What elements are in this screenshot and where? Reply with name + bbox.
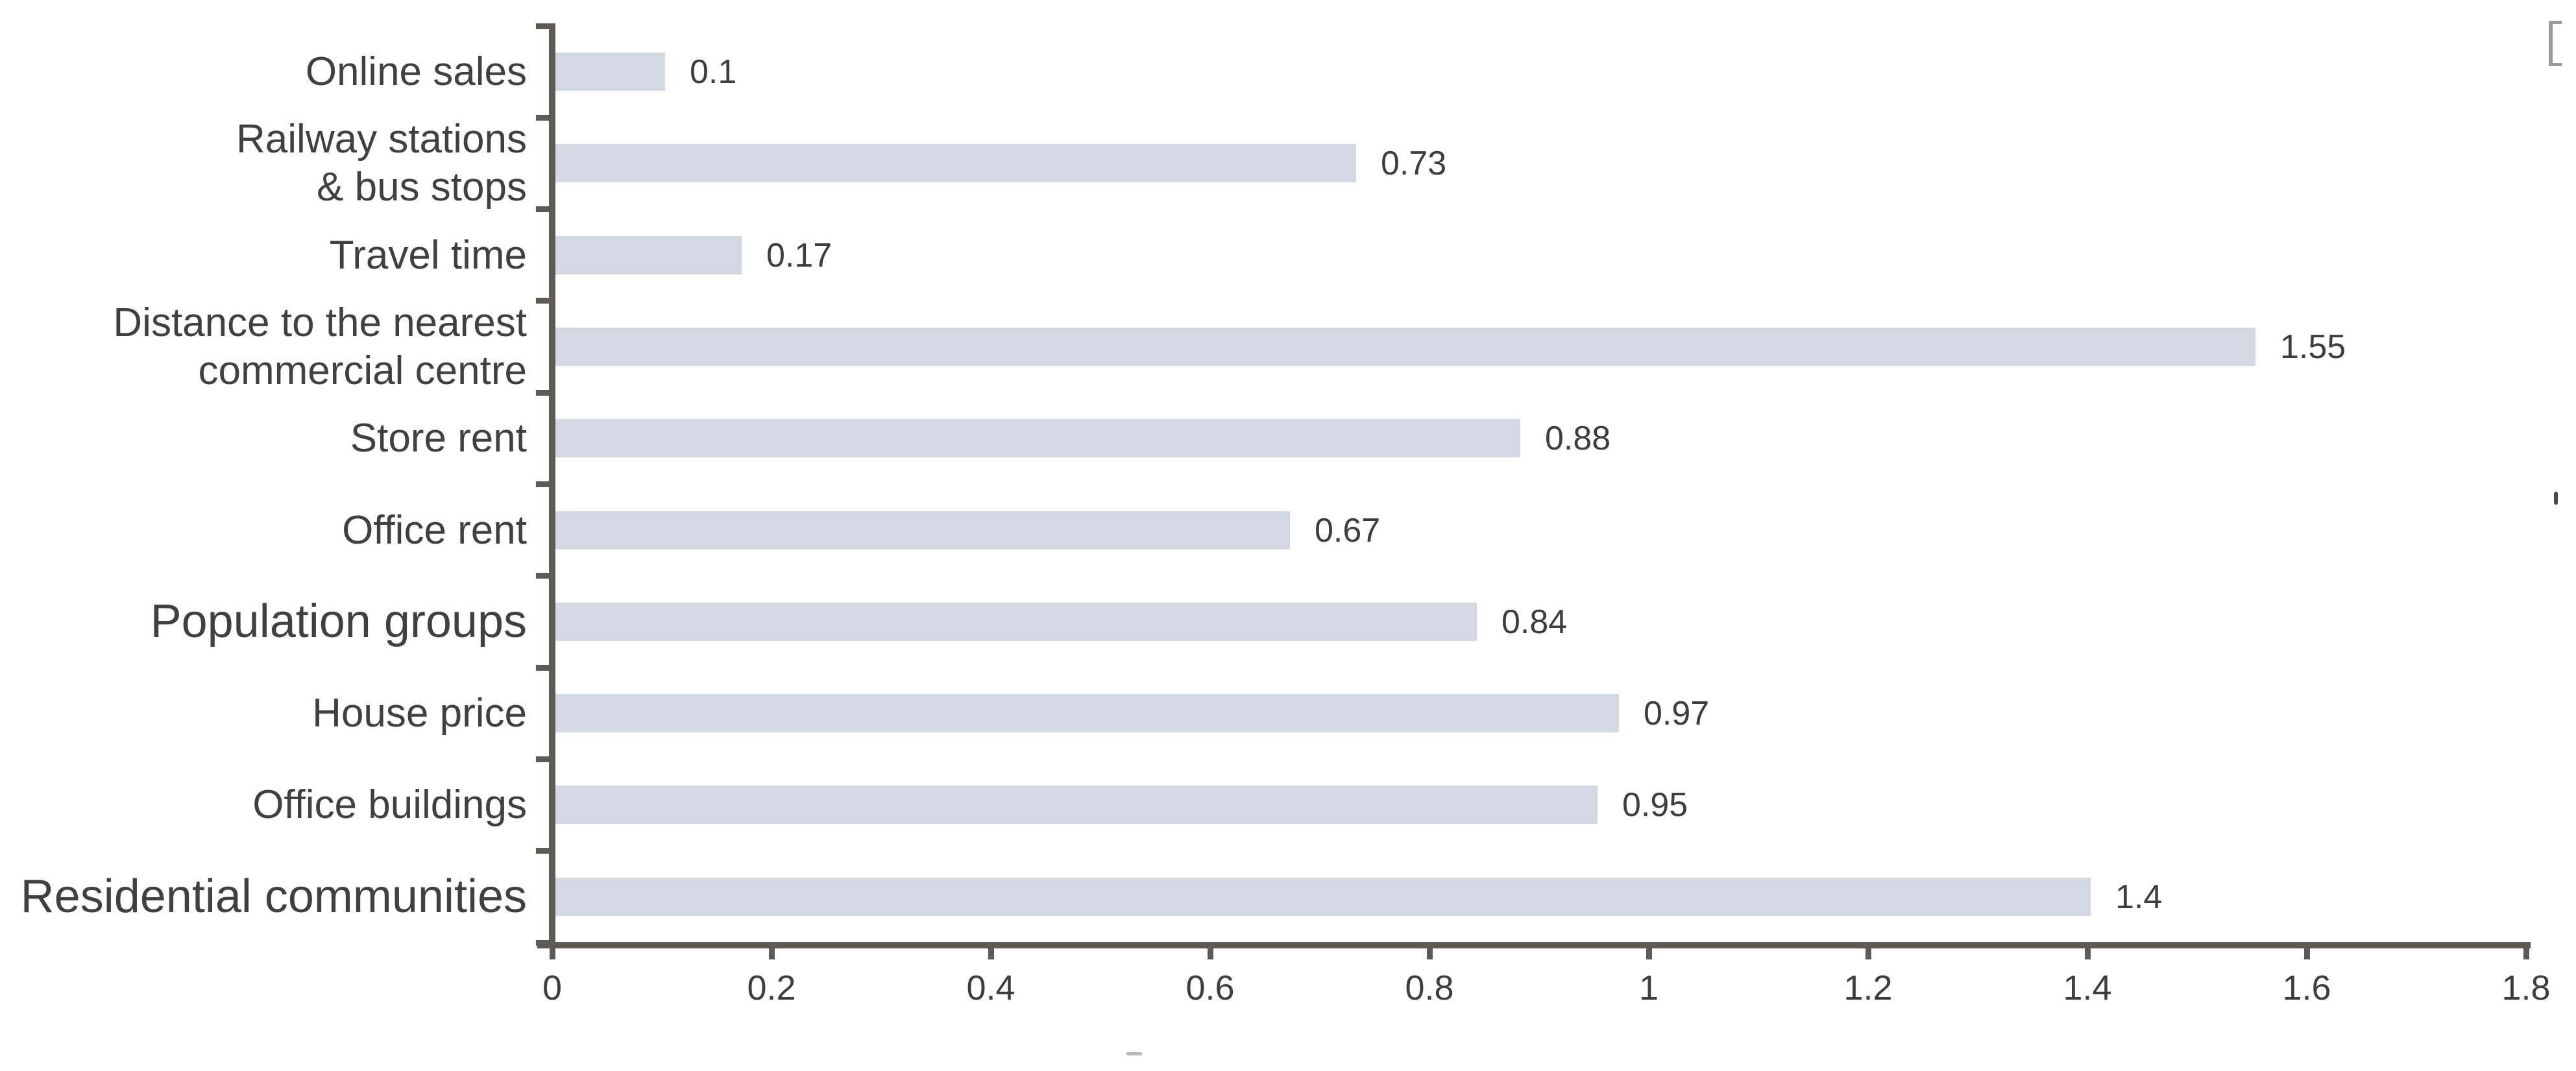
bar	[555, 694, 1619, 732]
category-label: House price	[312, 690, 527, 736]
chart-row: Store rent 0.88	[0, 392, 2576, 484]
bar	[555, 236, 742, 274]
category-label: Travel time	[329, 232, 527, 278]
chart-row: Office buildings 0.95	[0, 759, 2576, 850]
y-axis-tick	[536, 206, 553, 212]
value-label: 0.73	[1381, 144, 1447, 182]
chart-row: House price 0.97	[0, 668, 2576, 759]
y-axis-tick	[536, 390, 553, 396]
bar	[555, 786, 1598, 824]
category-label: Office rent	[342, 507, 527, 553]
y-axis-tick	[536, 115, 553, 121]
value-label: 0.17	[766, 236, 832, 274]
value-label: 0.95	[1622, 786, 1688, 824]
x-axis-tick	[1865, 948, 1871, 959]
value-label: 0.84	[1501, 603, 1568, 641]
bar	[555, 511, 1290, 549]
x-axis-tick	[769, 948, 775, 959]
y-axis-tick	[536, 481, 553, 487]
x-axis-tick-label: 0	[542, 969, 563, 1007]
value-label: 1.55	[2280, 328, 2346, 366]
x-axis-line	[537, 942, 2531, 948]
y-axis-tick	[536, 23, 553, 29]
x-axis-tick	[2523, 948, 2529, 959]
x-axis-tick-label: 0.6	[1185, 969, 1235, 1007]
y-axis-tick	[536, 298, 553, 304]
x-axis-tick	[1427, 948, 1433, 959]
chart-row: Residential communities 1.4	[0, 851, 2576, 943]
y-axis-tick	[536, 756, 553, 762]
x-axis-tick-label: 0.8	[1405, 969, 1454, 1007]
category-label: Railway stations & bus stops	[236, 117, 527, 210]
x-axis-tick	[2304, 948, 2310, 959]
bar	[555, 419, 1520, 457]
cropped-textbox-border	[2549, 21, 2562, 66]
value-label: 0.88	[1545, 419, 1611, 457]
value-label: 0.67	[1315, 511, 1381, 549]
y-axis-tick	[536, 665, 553, 671]
bar	[555, 53, 665, 91]
x-axis-tick	[1208, 948, 1213, 959]
value-label: 1.4	[2115, 878, 2163, 916]
x-axis-tick-label: 1.4	[2063, 969, 2112, 1007]
x-axis-tick	[988, 948, 994, 959]
chart-row: Distance to the nearest commercial centr…	[0, 300, 2576, 393]
category-label: Residential communities	[20, 871, 527, 923]
category-label: Online sales	[305, 49, 527, 94]
x-axis-tick-label: 1.6	[2282, 969, 2331, 1007]
category-label: Population groups	[150, 596, 527, 648]
category-label: Office buildings	[252, 782, 527, 827]
x-axis-tick	[2085, 948, 2091, 959]
bar	[555, 603, 1477, 641]
chart-row: Population groups 0.84	[0, 576, 2576, 668]
bar	[555, 144, 1356, 182]
bar	[555, 878, 2091, 916]
y-axis-tick	[536, 940, 553, 946]
chart-row: Travel time 0.17	[0, 210, 2576, 301]
stray-mark-right-edge	[2554, 492, 2558, 505]
y-axis-tick	[536, 848, 553, 854]
x-axis-tick-label: 1.2	[1843, 969, 1893, 1007]
value-label: 0.1	[690, 53, 737, 91]
x-axis-tick-label: 1.8	[2501, 969, 2551, 1007]
x-axis-tick-label: 1	[1638, 969, 1659, 1007]
x-axis-tick	[550, 948, 555, 959]
y-axis-tick	[536, 573, 553, 579]
x-axis-tick	[1646, 948, 1652, 959]
stray-dash-below-axis	[1126, 1052, 1142, 1055]
x-axis-tick-label: 0.4	[966, 969, 1015, 1007]
chart-row: Office rent 0.67	[0, 485, 2576, 576]
category-label: Distance to the nearest commercial centr…	[113, 300, 527, 393]
chart-row: Online sales 0.1	[0, 26, 2576, 117]
chart-row: Railway stations & bus stops 0.73	[0, 117, 2576, 209]
x-axis-tick-label: 0.2	[747, 969, 796, 1007]
value-label: 0.97	[1644, 694, 1710, 732]
category-label: Store rent	[350, 415, 527, 461]
bar	[555, 328, 2255, 366]
